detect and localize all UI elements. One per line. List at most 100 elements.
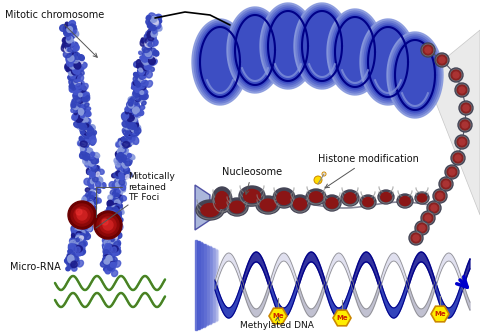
Ellipse shape xyxy=(116,214,120,218)
Ellipse shape xyxy=(92,166,96,170)
Ellipse shape xyxy=(145,54,152,61)
Ellipse shape xyxy=(71,108,75,113)
Ellipse shape xyxy=(415,192,429,204)
Ellipse shape xyxy=(142,69,146,73)
Ellipse shape xyxy=(145,59,149,62)
Ellipse shape xyxy=(122,143,129,149)
Ellipse shape xyxy=(122,128,126,133)
Ellipse shape xyxy=(139,77,144,84)
Ellipse shape xyxy=(83,227,87,232)
Ellipse shape xyxy=(87,206,92,210)
Ellipse shape xyxy=(119,157,124,163)
Ellipse shape xyxy=(67,260,74,267)
Ellipse shape xyxy=(73,260,80,266)
Ellipse shape xyxy=(89,193,92,197)
Ellipse shape xyxy=(125,108,129,112)
Ellipse shape xyxy=(91,173,96,178)
Ellipse shape xyxy=(84,215,88,221)
Polygon shape xyxy=(327,9,383,95)
Ellipse shape xyxy=(146,81,153,87)
Ellipse shape xyxy=(381,192,391,201)
Ellipse shape xyxy=(115,250,120,254)
Polygon shape xyxy=(201,243,203,327)
Ellipse shape xyxy=(110,200,113,203)
Ellipse shape xyxy=(126,107,131,112)
Ellipse shape xyxy=(91,200,97,206)
Ellipse shape xyxy=(70,240,77,246)
Ellipse shape xyxy=(72,233,75,237)
Ellipse shape xyxy=(149,31,154,35)
Ellipse shape xyxy=(66,68,71,72)
Ellipse shape xyxy=(109,229,113,233)
Ellipse shape xyxy=(133,122,138,127)
Ellipse shape xyxy=(94,166,100,171)
Ellipse shape xyxy=(137,92,141,97)
Ellipse shape xyxy=(72,68,79,75)
Ellipse shape xyxy=(72,72,77,78)
Ellipse shape xyxy=(150,53,156,60)
Ellipse shape xyxy=(145,31,152,37)
Ellipse shape xyxy=(66,43,70,48)
Ellipse shape xyxy=(123,168,129,174)
Ellipse shape xyxy=(108,257,113,264)
Ellipse shape xyxy=(140,83,143,87)
Ellipse shape xyxy=(77,82,82,86)
Ellipse shape xyxy=(109,260,114,265)
Ellipse shape xyxy=(152,18,158,24)
Ellipse shape xyxy=(141,94,148,100)
Ellipse shape xyxy=(90,125,95,131)
Ellipse shape xyxy=(140,40,145,46)
Ellipse shape xyxy=(84,233,90,239)
Ellipse shape xyxy=(85,150,88,153)
Circle shape xyxy=(97,214,119,236)
Ellipse shape xyxy=(140,56,144,60)
Ellipse shape xyxy=(68,250,72,253)
Ellipse shape xyxy=(89,162,96,170)
Ellipse shape xyxy=(73,30,79,37)
Ellipse shape xyxy=(70,257,76,262)
Ellipse shape xyxy=(144,34,147,38)
Ellipse shape xyxy=(122,140,128,145)
Ellipse shape xyxy=(69,72,72,76)
Ellipse shape xyxy=(144,49,147,54)
Ellipse shape xyxy=(90,166,94,169)
Ellipse shape xyxy=(70,62,76,69)
Ellipse shape xyxy=(153,28,157,34)
Ellipse shape xyxy=(133,61,140,67)
Ellipse shape xyxy=(107,253,113,260)
Ellipse shape xyxy=(114,239,120,246)
Ellipse shape xyxy=(123,113,129,119)
Ellipse shape xyxy=(86,170,91,174)
Ellipse shape xyxy=(135,104,140,109)
Ellipse shape xyxy=(119,204,122,208)
Ellipse shape xyxy=(128,121,132,125)
Ellipse shape xyxy=(103,225,110,233)
Ellipse shape xyxy=(69,44,73,49)
Ellipse shape xyxy=(96,172,99,176)
Ellipse shape xyxy=(72,59,77,64)
Ellipse shape xyxy=(70,245,75,251)
Ellipse shape xyxy=(156,25,162,31)
Ellipse shape xyxy=(77,90,86,97)
Text: Histone modification: Histone modification xyxy=(318,154,419,188)
Ellipse shape xyxy=(96,198,101,203)
Ellipse shape xyxy=(117,152,120,154)
Ellipse shape xyxy=(118,168,124,174)
Ellipse shape xyxy=(131,141,134,145)
Ellipse shape xyxy=(108,215,112,220)
Ellipse shape xyxy=(80,146,84,151)
Ellipse shape xyxy=(89,200,93,203)
Ellipse shape xyxy=(110,206,116,211)
Ellipse shape xyxy=(87,168,96,175)
Ellipse shape xyxy=(112,224,117,229)
Text: Mitotically
retained
TF Foci: Mitotically retained TF Foci xyxy=(96,172,175,217)
Ellipse shape xyxy=(74,122,80,128)
Ellipse shape xyxy=(106,231,111,236)
Ellipse shape xyxy=(77,58,83,64)
Ellipse shape xyxy=(133,91,138,97)
Ellipse shape xyxy=(85,216,89,220)
Ellipse shape xyxy=(72,80,79,86)
Ellipse shape xyxy=(116,142,121,147)
Ellipse shape xyxy=(68,244,76,251)
Circle shape xyxy=(419,225,425,231)
